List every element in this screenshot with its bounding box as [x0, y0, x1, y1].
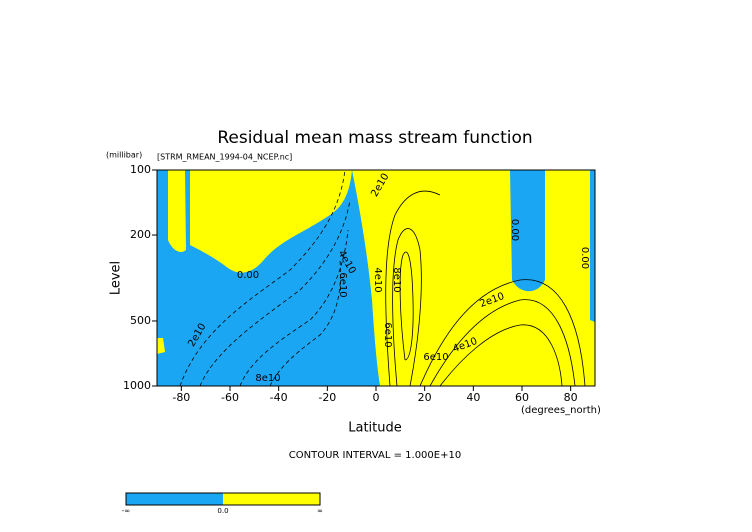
contour-label: 0.00: [237, 270, 259, 281]
contour-line: [269, 259, 341, 386]
contour-line: [429, 299, 576, 386]
contour-label: 6e10: [337, 272, 348, 297]
contour-line: [199, 199, 351, 386]
positive-region: [168, 170, 186, 252]
colorbar-frame: [125, 492, 321, 506]
colorbar-label: ∞: [317, 507, 323, 515]
contour-label: 4e10: [372, 267, 383, 292]
y-unit: (millibar): [106, 151, 142, 160]
x-tick-label: 40: [466, 391, 480, 404]
x-tick-label: -40: [270, 391, 288, 404]
positive-region: [157, 338, 165, 354]
contour-label: 0.00: [579, 247, 590, 269]
x-tick-label: 20: [418, 391, 432, 404]
contour-line: [419, 279, 586, 386]
contour-line: [439, 324, 563, 386]
chart-title: Residual mean mass stream function: [217, 128, 532, 148]
contour-field: 0.000.000.002e102e108e102e104e106e104e10…: [157, 170, 595, 386]
y-tick-label: 100: [130, 163, 151, 176]
x-tick-label: 80: [564, 391, 578, 404]
colorbar-label: -∞: [122, 507, 130, 515]
contour-label: 8e10: [255, 373, 280, 384]
contour-label: 8e10: [391, 267, 402, 292]
contour-line: [385, 190, 441, 386]
contour-label: 6e10: [382, 322, 393, 347]
contour-line: [179, 170, 346, 386]
contour-label: 6e10: [423, 352, 448, 363]
footnote: CONTOUR INTERVAL = 1.000E+10: [289, 450, 461, 461]
y-tick-label: 500: [130, 314, 151, 327]
colorbar-label: 0.0: [217, 507, 228, 515]
x-tick-label: -80: [172, 391, 190, 404]
y-tick-label: 1000: [123, 379, 151, 392]
subtitle: [STRM_RMEAN_1994-04_NCEP.nc]: [157, 153, 292, 162]
positive-region: [190, 170, 352, 273]
x-tick-label: 0: [373, 391, 380, 404]
y-tick-label: 200: [130, 228, 151, 241]
x-tick-label: 60: [515, 391, 529, 404]
colorbar-negative: [126, 493, 223, 505]
x-tick-label: -20: [318, 391, 336, 404]
positive-region: [352, 170, 595, 386]
y-axis-label: Level: [109, 261, 124, 295]
x-unit: (degrees_north): [521, 405, 601, 416]
contour-label: 0.00: [509, 219, 520, 241]
contour-line: [239, 229, 349, 386]
plot-area: 0.000.000.002e102e108e102e104e106e104e10…: [123, 163, 596, 404]
x-tick-label: -60: [221, 391, 239, 404]
colorbar-positive: [223, 493, 320, 505]
contour-line: [392, 228, 422, 386]
contour-line: [399, 251, 414, 361]
x-axis-label: Latitude: [348, 421, 402, 436]
